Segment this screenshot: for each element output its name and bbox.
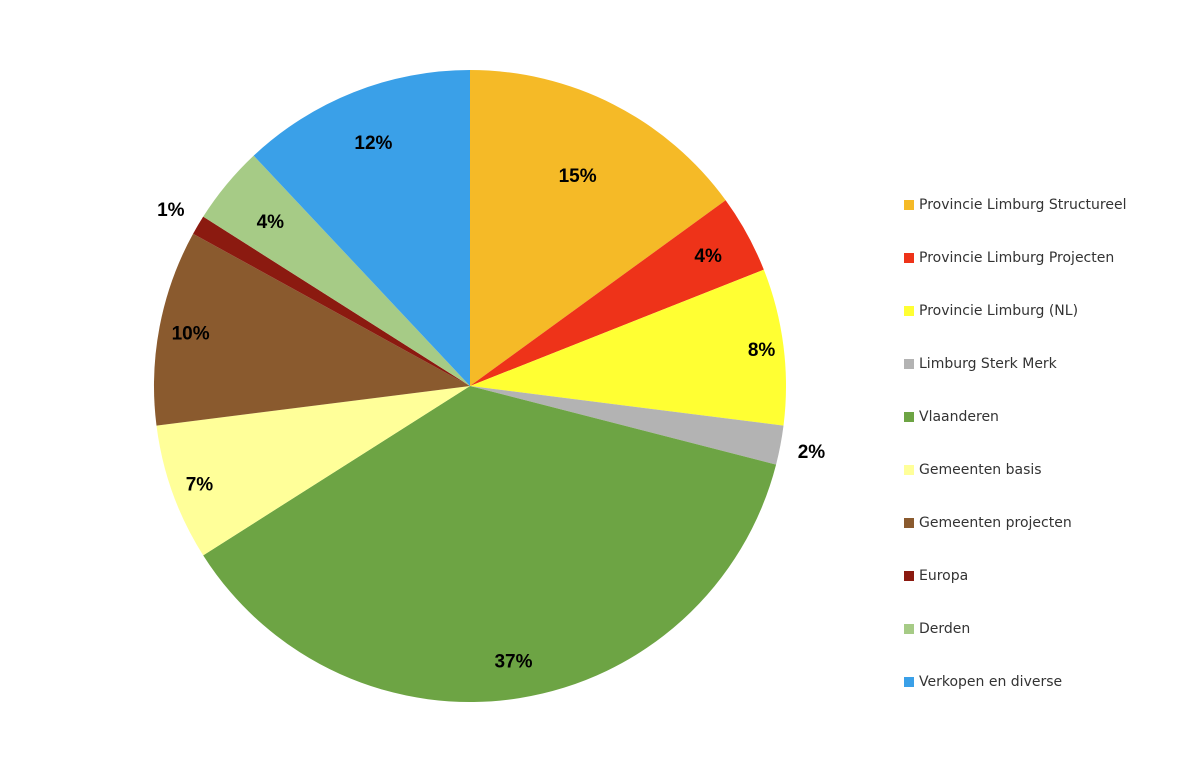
pie-slice-3 bbox=[470, 269, 786, 426]
data-label: 12% bbox=[354, 133, 392, 154]
legend-swatch bbox=[904, 623, 914, 634]
data-label: 7% bbox=[186, 474, 214, 495]
legend-label: Derden bbox=[919, 620, 971, 637]
legend-label: Provincie Limburg Structureel bbox=[919, 196, 1127, 213]
legend-label: Vlaanderen bbox=[919, 408, 999, 425]
legend-label: Provincie Limburg Projecten bbox=[919, 249, 1115, 266]
legend-item: Derden bbox=[904, 602, 1194, 655]
legend-item: Provincie Limburg (NL) bbox=[904, 284, 1194, 337]
legend-label: Gemeenten projecten bbox=[919, 514, 1072, 531]
legend-swatch bbox=[904, 464, 914, 475]
pie-slice-10 bbox=[253, 70, 470, 386]
data-label: 4% bbox=[257, 212, 285, 233]
legend-label: Provincie Limburg (NL) bbox=[919, 302, 1079, 319]
data-label: 4% bbox=[694, 246, 722, 267]
legend-item: Provincie Limburg Structureel bbox=[904, 178, 1194, 231]
pie-slice-5 bbox=[203, 386, 777, 702]
pie-slice-4 bbox=[470, 386, 784, 465]
pie-slice-7 bbox=[154, 233, 470, 426]
data-label: 8% bbox=[748, 340, 776, 361]
legend-swatch bbox=[904, 358, 914, 369]
pie-slice-2 bbox=[470, 200, 764, 386]
legend-item: Provincie Limburg Projecten bbox=[904, 231, 1194, 284]
pie-labels: 15% 4% 8% 2% 37% 7% 10% 1% 4% 12% bbox=[157, 133, 825, 673]
data-label: 2% bbox=[798, 442, 826, 463]
legend-label: Verkopen en diverse bbox=[919, 673, 1063, 690]
pie-slice-9 bbox=[203, 155, 470, 386]
data-label: 1% bbox=[157, 200, 185, 221]
pie-slices bbox=[154, 70, 786, 702]
legend-swatch bbox=[904, 199, 914, 210]
data-label: 15% bbox=[559, 166, 597, 187]
legend-swatch bbox=[904, 570, 914, 581]
legend-label: Gemeenten basis bbox=[919, 461, 1042, 478]
legend-label: Limburg Sterk Merk bbox=[919, 355, 1057, 372]
legend-swatch bbox=[904, 676, 914, 687]
chart-legend: Provincie Limburg Structureel Provincie L… bbox=[904, 178, 1194, 708]
legend-item: Verkopen en diverse bbox=[904, 655, 1194, 708]
legend-swatch bbox=[904, 252, 914, 263]
data-label: 10% bbox=[172, 324, 210, 345]
legend-item: Europa bbox=[904, 549, 1194, 602]
legend-label: Europa bbox=[919, 567, 969, 584]
legend-item: Limburg Sterk Merk bbox=[904, 337, 1194, 390]
legend-item: Vlaanderen bbox=[904, 390, 1194, 443]
legend-swatch bbox=[904, 305, 914, 316]
pie-slice-8 bbox=[193, 216, 470, 386]
legend-swatch bbox=[904, 517, 914, 528]
pie-slice-6 bbox=[156, 386, 470, 556]
data-label: 37% bbox=[494, 652, 532, 673]
legend-item: Gemeenten projecten bbox=[904, 496, 1194, 549]
legend-swatch bbox=[904, 411, 914, 422]
pie-slice-1 bbox=[470, 70, 726, 386]
legend-item: Gemeenten basis bbox=[904, 443, 1194, 496]
